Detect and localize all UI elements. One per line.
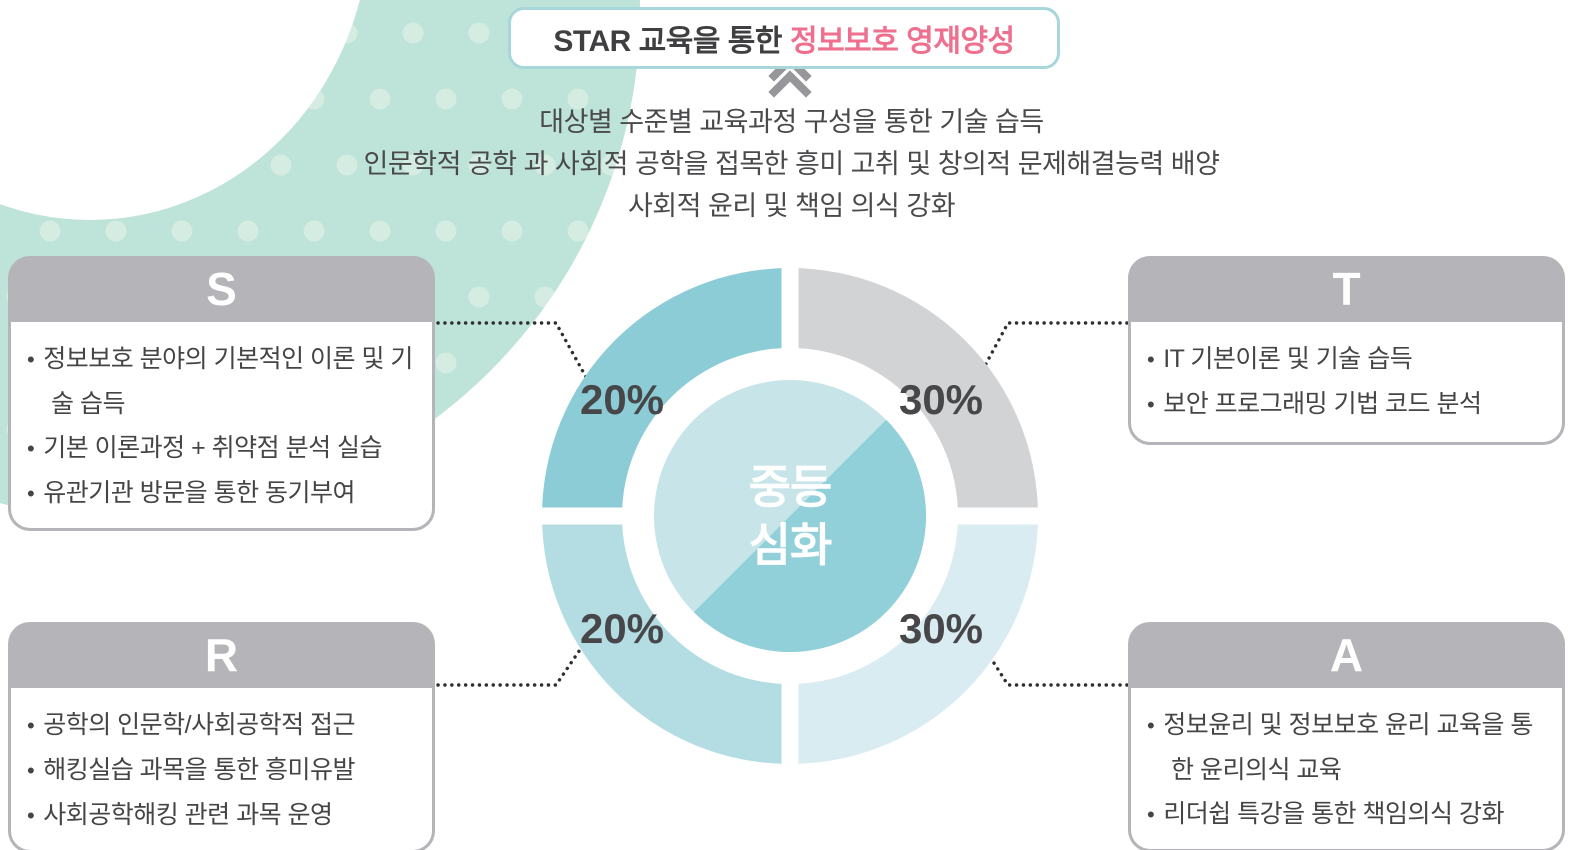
bullet-icon: • bbox=[27, 758, 35, 783]
title-highlight: 정보보호 영재양성 bbox=[789, 25, 1015, 58]
donut-center-label: 중등 심화 bbox=[690, 458, 890, 574]
infobox-s-header: S bbox=[8, 256, 435, 322]
infobox-r-header: R bbox=[8, 622, 435, 688]
title-prefix: STAR 교육을 통한 bbox=[553, 25, 782, 58]
infobox-r-body: • 공학의 인문학/사회공학적 접근 • 해킹실습 과목을 통한 흥미유발 • 사회공… bbox=[8, 688, 435, 850]
subtitle-line-1: 대상별 수준별 교육과정 구성을 통한 기술 습득 bbox=[539, 107, 1044, 137]
pct-label-top-right: 30% bbox=[898, 376, 984, 423]
list-item: • 유관기관 방문을 통한 동기부여 bbox=[27, 471, 418, 516]
infobox-s-body: • 정보보호 분야의 기본적인 이론 및 기술 습득 • 기본 이론과정 + 취약점… bbox=[8, 322, 435, 531]
pct-label-bottom-left: 20% bbox=[579, 605, 665, 652]
center-label-line-1: 중등 bbox=[748, 461, 833, 513]
infobox-t: T • IT 기본이론 및 기술 습득 • 보안 프로그래밍 기법 코드 분석 bbox=[1128, 256, 1565, 445]
list-item: • 보안 프로그래밍 기법 코드 분석 bbox=[1147, 382, 1548, 427]
infobox-t-header: T bbox=[1128, 256, 1565, 322]
infobox-r: R • 공학의 인문학/사회공학적 접근 • 해킹실습 과목을 통한 흥미유발 • 사… bbox=[8, 622, 435, 850]
center-circle-dark-half bbox=[693, 419, 927, 653]
infobox-a-body: • 정보윤리 및 정보보호 윤리 교육을 통한 윤리의식 교육 • 리더쉽 특강을 … bbox=[1128, 688, 1565, 850]
connector-a bbox=[976, 636, 1129, 687]
infobox-s-item-2: 기본 이론과정 + 취약점 분석 실습 bbox=[43, 434, 383, 462]
bullet-icon: • bbox=[1147, 347, 1155, 372]
list-item: • 기본 이론과정 + 취약점 분석 실습 bbox=[27, 426, 418, 471]
connector-r bbox=[436, 636, 590, 687]
list-item: • 사회공학해킹 관련 과목 운영 bbox=[27, 793, 418, 838]
infobox-r-item-2: 해킹실습 과목을 통한 흥미유발 bbox=[43, 756, 356, 784]
list-item: • 정보보호 분야의 기본적인 이론 및 기술 습득 bbox=[27, 337, 418, 426]
infobox-t-item-2: 보안 프로그래밍 기법 코드 분석 bbox=[1163, 390, 1482, 418]
infobox-s-item-1: 정보보호 분야의 기본적인 이론 및 기술 습득 bbox=[43, 345, 413, 418]
infobox-a: A • 정보윤리 및 정보보호 윤리 교육을 통한 윤리의식 교육 • 리더쉽 특강… bbox=[1128, 622, 1565, 850]
infobox-t-item-1: IT 기본이론 및 기술 습득 bbox=[1163, 345, 1413, 373]
bullet-icon: • bbox=[27, 803, 35, 828]
subtitle-block: 대상별 수준별 교육과정 구성을 통한 기술 습득 인문학적 공학 과 사회적 … bbox=[150, 101, 1433, 227]
list-item: • 정보윤리 및 정보보호 윤리 교육을 통한 윤리의식 교육 bbox=[1147, 703, 1548, 792]
list-item: • 해킹실습 과목을 통한 흥미유발 bbox=[27, 748, 418, 793]
bullet-icon: • bbox=[1147, 392, 1155, 417]
list-item: • 공학의 인문학/사회공학적 접근 bbox=[27, 703, 418, 748]
infobox-a-item-2: 리더쉽 특강을 통한 책임의식 강화 bbox=[1163, 800, 1504, 828]
donut-chart bbox=[534, 260, 1046, 772]
infobox-r-item-3: 사회공학해킹 관련 과목 운영 bbox=[43, 801, 333, 829]
bullet-icon: • bbox=[1147, 713, 1155, 738]
title-box: STAR 교육을 통한 정보보호 영재양성 bbox=[508, 7, 1060, 69]
infobox-s: S • 정보보호 분야의 기본적인 이론 및 기술 습득 • 기본 이론과정 + 취… bbox=[8, 256, 435, 531]
bullet-icon: • bbox=[27, 713, 35, 738]
infobox-s-letter: S bbox=[206, 263, 237, 315]
pct-label-bottom-right: 30% bbox=[898, 605, 984, 652]
center-label-line-2: 심화 bbox=[748, 519, 833, 571]
bullet-icon: • bbox=[27, 481, 35, 506]
subtitle-line-3: 사회적 윤리 및 책임 의식 강화 bbox=[627, 191, 956, 221]
bullet-icon: • bbox=[27, 347, 35, 372]
bullet-icon: • bbox=[27, 436, 35, 461]
infobox-a-header: A bbox=[1128, 622, 1565, 688]
infobox-s-item-3: 유관기관 방문을 통한 동기부여 bbox=[43, 479, 356, 507]
connector-s bbox=[436, 321, 593, 388]
infobox-a-item-1: 정보윤리 및 정보보호 윤리 교육을 통한 윤리의식 교육 bbox=[1163, 711, 1533, 784]
subtitle-line-2: 인문학적 공학 과 사회적 공학을 접목한 흥미 고취 및 창의적 문제해결능력… bbox=[363, 149, 1220, 179]
infobox-t-body: • IT 기본이론 및 기술 습득 • 보안 프로그래밍 기법 코드 분석 bbox=[1128, 322, 1565, 445]
infobox-t-letter: T bbox=[1332, 263, 1361, 315]
pct-label-top-left: 20% bbox=[579, 376, 665, 423]
list-item: • IT 기본이론 및 기술 습득 bbox=[1147, 337, 1548, 382]
bullet-icon: • bbox=[1147, 802, 1155, 827]
list-item: • 리더쉽 특강을 통한 책임의식 강화 bbox=[1147, 792, 1548, 837]
infobox-r-item-1: 공학의 인문학/사회공학적 접근 bbox=[43, 711, 356, 739]
infobox-r-letter: R bbox=[204, 629, 239, 681]
infobox-a-letter: A bbox=[1329, 629, 1364, 681]
